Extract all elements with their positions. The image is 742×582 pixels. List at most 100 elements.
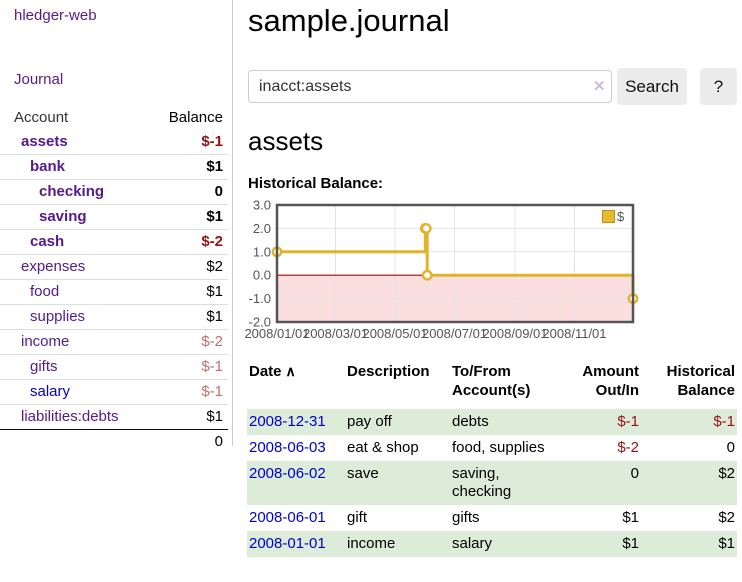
account-link[interactable]: cash [30,233,65,250]
transaction-row: 2008-06-01 gift gifts $1 $2 [247,505,737,531]
account-balance: $1 [206,208,223,225]
account-balance: $2 [206,258,223,275]
transaction-amount: $-1 [617,413,639,430]
svg-text:-1.0: -1.0 [249,291,271,306]
amount-column-header: Amount Out/In [582,363,639,399]
sidebar-account-row: food $1 [0,279,228,304]
sidebar-account-row: expenses $2 [0,254,228,279]
account-balance: $-1 [201,358,223,375]
transaction-description: gift [347,509,368,526]
account-link[interactable]: expenses [21,258,86,275]
transactions-table: Date ∧ Description To/From Account(s) Amo… [247,362,737,557]
account-link[interactable]: gifts [30,358,58,375]
help-button[interactable]: ? [700,68,737,105]
svg-text:2008/07/01: 2008/07/01 [422,326,487,341]
transaction-date-link[interactable]: 2008-01-01 [249,535,326,552]
account-link[interactable]: assets [21,133,68,150]
transaction-date-link[interactable]: 2008-12-31 [249,413,326,430]
account-heading: assets [248,126,324,156]
chart-title: Historical Balance: [248,175,384,192]
account-link[interactable]: salary [30,383,71,400]
account-balance: 0 [214,183,223,200]
sidebar-account-row: assets $-1 [0,130,228,154]
svg-text:0.0: 0.0 [253,268,271,283]
sort-ascending-icon: ∧ [285,363,296,379]
transaction-accounts: food, supplies [452,439,545,456]
account-link[interactable]: liabilities:debts [21,408,119,425]
accounts-total-balance: 0 [214,433,223,450]
account-balance: $-2 [201,333,223,350]
svg-text:-2.0: -2.0 [249,315,271,330]
chart-canvas: 3.0 2.0 1.0 0.0 -1.0 -2.02008/01/012008/03/01… [244,198,639,341]
svg-text:2008/11/01: 2008/11/01 [542,326,606,341]
transaction-amount: $1 [622,509,639,526]
transaction-balance: 0 [726,439,735,456]
account-balance: $1 [206,408,223,425]
transaction-amount: $-2 [617,439,639,456]
svg-text:2.0: 2.0 [253,221,271,236]
transaction-description: eat & shop [347,439,419,456]
svg-text:3.0: 3.0 [253,198,271,213]
transaction-date-link[interactable]: 2008-06-03 [249,439,326,456]
transaction-amount: $1 [622,535,639,552]
account-balance: $1 [206,158,223,175]
clear-search-icon[interactable]: ✕ [593,78,606,95]
account-balance: $-1 [201,383,223,400]
search-input[interactable] [248,70,612,103]
transaction-description: pay off [347,413,392,430]
description-column-header: Description [347,363,430,380]
transaction-balance: $2 [718,509,735,526]
transaction-balance: $2 [718,465,735,482]
accounts-table-header: Account Balance [0,106,228,130]
account-link[interactable]: bank [30,158,66,175]
transaction-date-link[interactable]: 2008-06-02 [249,465,326,482]
transaction-accounts: salary [452,535,493,552]
transaction-date-link[interactable]: 2008-06-01 [249,509,326,526]
transaction-amount: 0 [630,465,639,482]
account-balance: $1 [206,283,223,300]
account-balance: $-2 [201,233,223,250]
search-button[interactable]: Search [617,68,687,105]
account-link[interactable]: checking [39,183,105,200]
account-link[interactable]: supplies [30,308,86,325]
sidebar-account-row: liabilities:debts $1 [0,404,228,429]
legend-label: $ [617,209,625,224]
transaction-row: 2008-01-01 income salary $1 $1 [247,531,737,557]
sidebar-account-row: cash $-2 [0,229,228,254]
transaction-accounts: debts [452,413,489,430]
sidebar-account-row: supplies $1 [0,304,228,329]
transaction-row: 2008-06-03 eat & shop food, supplies $-2… [247,435,737,461]
sidebar-item-journal[interactable]: Journal [14,71,64,88]
account-link[interactable]: saving [39,208,87,225]
date-column-header[interactable]: Date ∧ [249,363,296,380]
sidebar-account-row: income $-2 [0,329,228,354]
svg-text:2008/03/01: 2008/03/01 [303,326,368,341]
sidebar-account-row: checking 0 [0,179,228,204]
legend-swatch-icon [602,210,615,223]
svg-text:2008/05/01: 2008/05/01 [362,326,427,341]
svg-text:2008/09/01: 2008/09/01 [482,326,547,341]
accounts-column-header: To/From Account(s) [452,363,531,399]
transaction-row: 2008-12-31 pay off debts $-1 $-1 [247,409,737,435]
transaction-accounts: saving, checking [452,465,512,500]
account-link[interactable]: food [30,283,60,300]
account-link[interactable]: income [21,333,70,350]
sidebar-account-row: saving $1 [0,204,228,229]
account-balance: $-1 [201,133,223,150]
sidebar: hledger-web Journal Account Balance asse… [0,0,233,450]
transaction-description: save [347,465,379,482]
app-title-link[interactable]: hledger-web [14,7,97,24]
transaction-accounts: gifts [452,509,480,526]
svg-text:1.0: 1.0 [253,244,271,259]
accounts-total-row: 0 [0,429,228,454]
accounts-table: Account Balance assets $-1 bank $1 check… [0,106,228,454]
transaction-description: income [347,535,396,552]
transaction-balance: $1 [718,535,735,552]
balance-column-header: Historical Balance [666,363,735,399]
transaction-row: 2008-06-02 save saving, checking 0 $2 [247,461,737,505]
sidebar-account-row: salary $-1 [0,379,228,404]
svg-text:2008/01/01: 2008/01/01 [244,326,309,341]
account-balance: $1 [206,308,223,325]
sidebar-account-row: bank $1 [0,154,228,179]
